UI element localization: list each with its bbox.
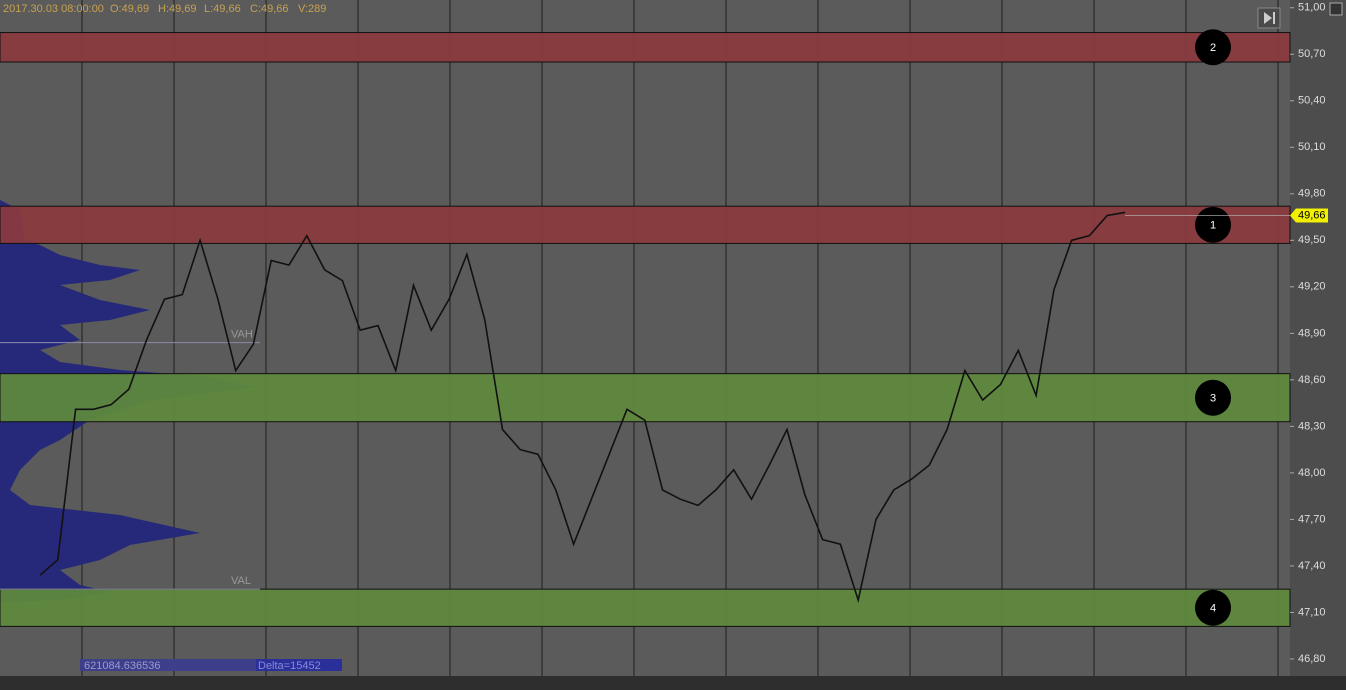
zone — [0, 205, 1291, 244]
header-volume: V:289 — [298, 3, 326, 15]
header-open: O:49,69 — [110, 3, 149, 15]
zone-label: 4 — [1210, 603, 1216, 615]
zone — [0, 373, 1291, 423]
y-tick-label: 48,90 — [1298, 327, 1326, 339]
footer-delta-box — [256, 659, 342, 671]
y-tick-label: 51,00 — [1298, 2, 1326, 14]
y-tick-label: 46,80 — [1298, 653, 1326, 665]
y-tick-label: 50,40 — [1298, 95, 1326, 107]
y-tick-label: 47,10 — [1298, 606, 1326, 618]
y-tick-label: 47,70 — [1298, 513, 1326, 525]
y-tick-label: 49,80 — [1298, 188, 1326, 200]
zones: 1 2 3 4 VAH VAL — [0, 29, 1291, 627]
zone-badge — [1195, 29, 1231, 66]
value-area-label: VAL — [231, 575, 251, 587]
scroll-end-icon — [1264, 12, 1275, 24]
time-grid — [81, 0, 1279, 676]
footer-volume: 621084.636536 — [84, 660, 160, 672]
y-tick-label: 49,20 — [1298, 281, 1326, 293]
value-area-label: VAH — [231, 329, 253, 341]
footer-volume-box — [80, 659, 260, 671]
price-axis — [1290, 0, 1346, 690]
header-time: 2017.30.03 08:00:00 — [3, 3, 104, 15]
last-price-tag — [1290, 208, 1328, 223]
zone-badge — [1195, 206, 1231, 243]
zone-label: 3 — [1210, 393, 1216, 405]
header-low: L:49,66 — [204, 3, 241, 15]
y-tick-label: 50,10 — [1298, 141, 1326, 153]
price-line — [39, 211, 1126, 604]
y-tick-label: 48,00 — [1298, 467, 1326, 479]
y-tick-label: 48,60 — [1298, 374, 1326, 386]
header-high: H:49,69 — [158, 3, 197, 15]
last-price-label: 49,66 — [1298, 209, 1326, 221]
zone-badge — [1195, 379, 1231, 416]
y-tick-label: 49,50 — [1298, 234, 1326, 246]
header-close: C:49,66 — [250, 3, 289, 15]
zone — [0, 588, 1291, 627]
series-layer — [39, 211, 1126, 604]
zone-label: 1 — [1210, 220, 1216, 232]
y-tick-label: 47,40 — [1298, 560, 1326, 572]
plot-area — [0, 0, 1290, 676]
time-axis — [0, 676, 1346, 690]
zone-badge — [1195, 589, 1231, 626]
zone — [0, 32, 1291, 63]
zone-label: 2 — [1210, 42, 1216, 54]
y-tick-label: 50,70 — [1298, 48, 1326, 60]
f-button[interactable] — [1329, 2, 1343, 16]
y-tick-label: 48,30 — [1298, 420, 1326, 432]
axis-layer: 51,00 50,70 50,40 50,10 49,80 49,50 49,20 48,90… — [1125, 2, 1328, 665]
footer-delta: Delta=15452 — [258, 660, 321, 672]
